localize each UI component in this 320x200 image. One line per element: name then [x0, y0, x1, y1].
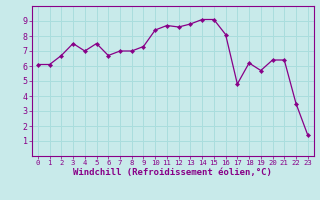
X-axis label: Windchill (Refroidissement éolien,°C): Windchill (Refroidissement éolien,°C)	[73, 168, 272, 177]
